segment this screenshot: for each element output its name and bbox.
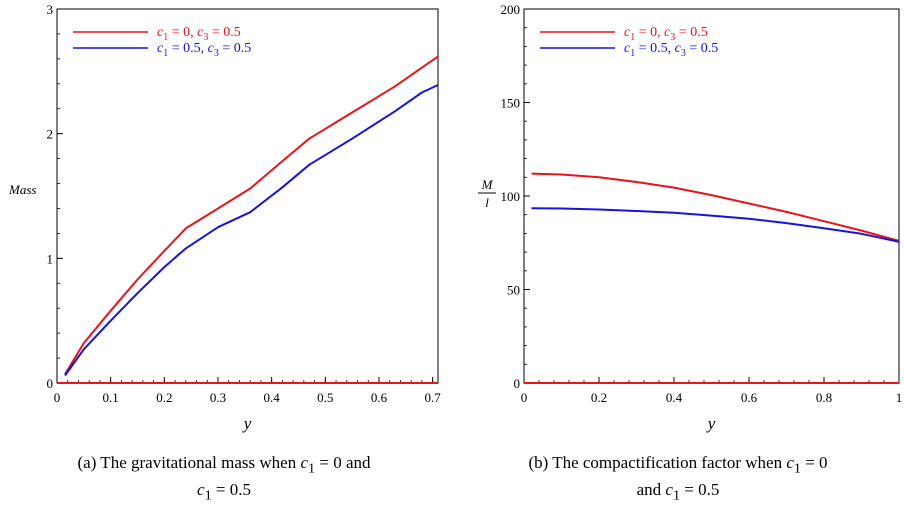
chart-panel-b: 0 0.2 0.4 0.6 0.8 1 0 50 100 150 200 y Ml c1 = 0, c3 … xyxy=(478,2,902,433)
y-tick-label: 200 xyxy=(501,2,521,17)
caption-a-sub2: 1 xyxy=(204,487,212,504)
y-tick-label: 3 xyxy=(47,2,54,17)
caption-b-var2: c xyxy=(665,480,673,500)
x-tick-label: 0.3 xyxy=(210,390,226,405)
y-tick-label: 100 xyxy=(501,189,521,204)
caption-b-text: (b) The compactification factor when xyxy=(528,453,787,472)
x-tick-label: 0.4 xyxy=(666,390,683,405)
caption-b-var: c xyxy=(786,453,794,472)
x-axis-label: y xyxy=(242,414,252,433)
legend-entry: c1 = 0.5, c3 = 0.5 xyxy=(157,41,251,59)
plot-frame xyxy=(56,8,439,384)
chart-panel-a: 0 0.1 0.2 0.3 0.4 0.5 0.6 0.7 0 1 2 3 y Mass c1 = 0, c… xyxy=(8,2,441,433)
caption-b-sub: 1 xyxy=(793,460,801,477)
x-tick-label: 0.6 xyxy=(371,390,388,405)
caption-b-sub2: 1 xyxy=(672,487,681,504)
caption-a-var: c xyxy=(300,453,309,472)
y-tick-label: 1 xyxy=(47,251,54,266)
x-tick-label: 0.8 xyxy=(816,390,832,405)
y-axis-label-denominator: l xyxy=(485,195,489,210)
x-tick-label: 0.5 xyxy=(317,390,333,405)
caption-a-text: (a) The gravitational mass when xyxy=(77,453,301,472)
caption-a: (a) The gravitational mass when c1 = 0 a… xyxy=(4,452,444,507)
series-line-1 xyxy=(531,172,900,242)
y-tick-label: 150 xyxy=(501,96,521,111)
series-line-1 xyxy=(64,55,439,375)
caption-a-eq2: = 0.5 xyxy=(211,480,251,500)
y-tick-label: 0 xyxy=(47,376,54,391)
caption-b: (b) The compactification factor when c1 … xyxy=(458,452,898,507)
x-tick-label: 0 xyxy=(54,390,61,405)
y-tick-label: 50 xyxy=(507,283,520,298)
series-line-2 xyxy=(531,207,900,243)
caption-a-sub: 1 xyxy=(308,460,316,477)
x-tick-label: 0.7 xyxy=(425,390,442,405)
legend-entry: c1 = 0, c3 = 0.5 xyxy=(624,25,708,43)
y-tick-label: 0 xyxy=(514,376,521,391)
x-tick-label: 0.1 xyxy=(103,390,119,405)
caption-a-var2: c xyxy=(197,480,205,500)
legend-entry: c1 = 0, c3 = 0.5 xyxy=(157,25,241,43)
x-tick-label: 1 xyxy=(896,390,903,405)
x-tick-label: 0.2 xyxy=(591,390,607,405)
legend-entry: c1 = 0.5, c3 = 0.5 xyxy=(624,41,718,59)
x-axis-label: y xyxy=(706,414,716,433)
x-tick-label: 0.2 xyxy=(156,390,172,405)
series-line-2 xyxy=(64,84,439,377)
y-axis-label: Mass xyxy=(8,182,36,197)
caption-b-eq2: = 0.5 xyxy=(680,480,720,500)
x-tick-label: 0.6 xyxy=(741,390,758,405)
caption-b-eq: = 0 xyxy=(800,453,828,472)
x-tick-label: 0.4 xyxy=(264,390,281,405)
caption-b-mid: and xyxy=(636,480,666,500)
y-axis-label-numerator: M xyxy=(481,177,494,192)
caption-a-eq: = 0 and xyxy=(315,453,371,472)
x-tick-label: 0 xyxy=(521,390,528,405)
y-tick-label: 2 xyxy=(47,127,54,142)
